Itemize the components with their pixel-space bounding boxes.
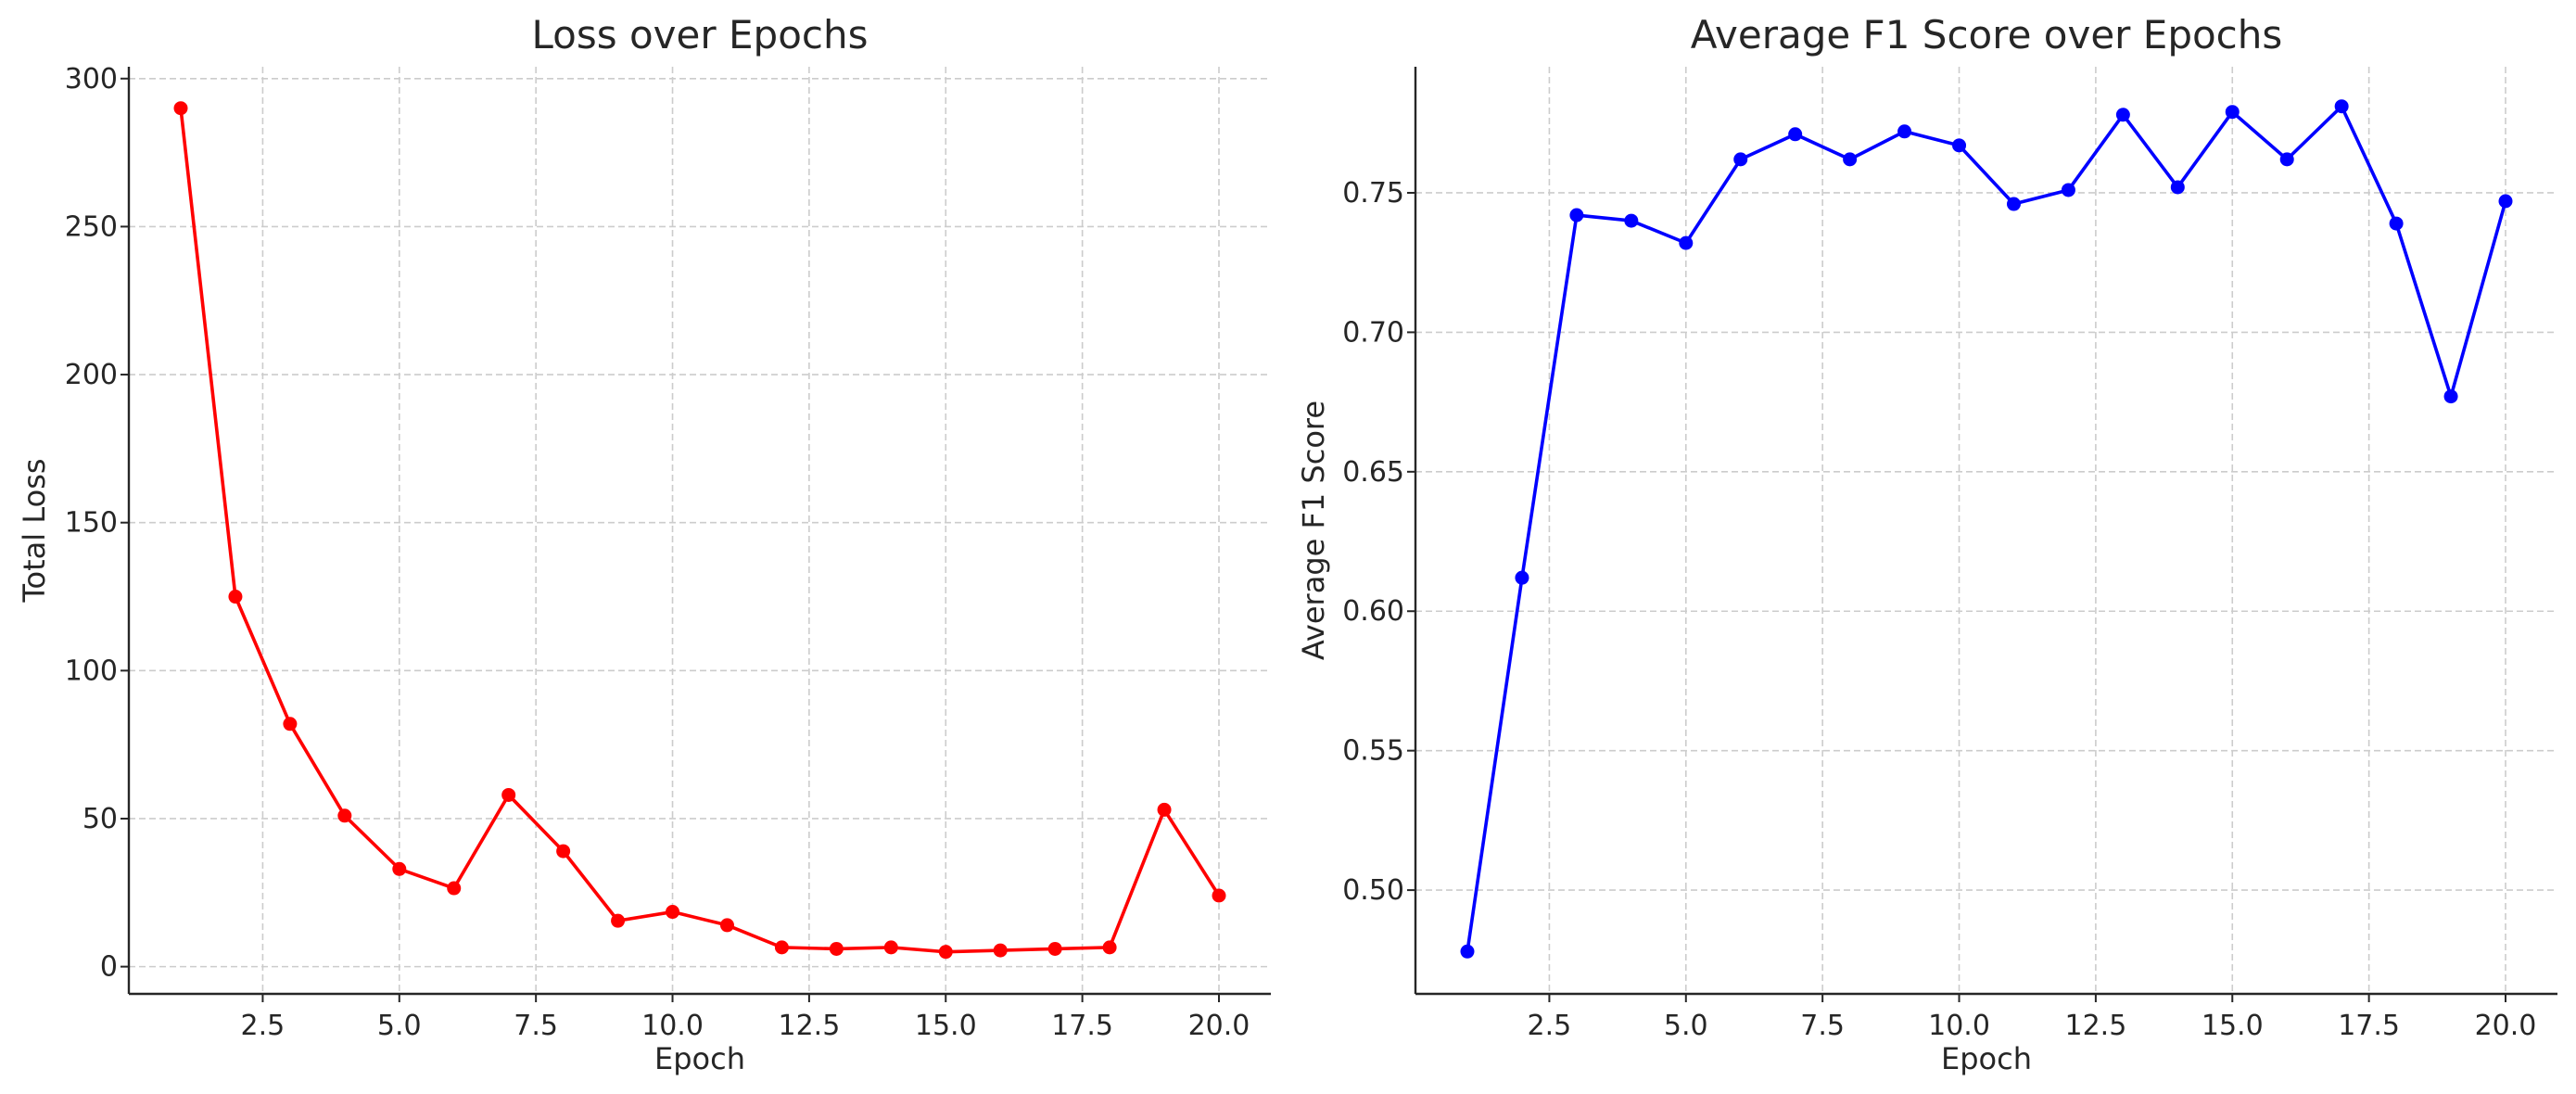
data-point (1679, 235, 1694, 250)
data-point (2225, 105, 2240, 120)
data-point (2279, 152, 2294, 167)
data-point (228, 590, 243, 604)
x-axis-label: Epoch (654, 1041, 745, 1076)
data-point (774, 940, 789, 955)
y-axis-label: Total Loss (17, 458, 52, 603)
y-tick-label: 300 (65, 63, 118, 95)
data-point (1460, 944, 1475, 959)
data-point (2170, 180, 2185, 195)
x-tick-label: 10.0 (1928, 1010, 1990, 1042)
data-point (993, 943, 1008, 958)
data-point (883, 940, 898, 955)
data-point (283, 717, 298, 731)
data-point (392, 861, 407, 876)
data-point (666, 905, 680, 920)
x-tick-label: 7.5 (514, 1010, 558, 1042)
data-point (337, 808, 352, 823)
grid (129, 67, 1271, 994)
chart-title: Average F1 Score over Epochs (1691, 12, 2283, 57)
x-tick-label: 5.0 (1664, 1010, 1708, 1042)
x-tick-label: 5.0 (377, 1010, 422, 1042)
y-axis-label: Average F1 Score (1296, 401, 1331, 660)
y-tick-label: 0.70 (1342, 316, 1404, 349)
chart-title: Loss over Epochs (532, 12, 869, 57)
series-line (1466, 104, 2507, 952)
data-point (1733, 152, 1748, 167)
x-axis-label: Epoch (1941, 1041, 2032, 1076)
data-point (1157, 802, 1172, 817)
data-point (2006, 197, 2021, 211)
data-point (829, 941, 844, 956)
y-tick-label: 0.60 (1342, 595, 1404, 628)
data-point (2115, 108, 2130, 122)
data-point (2334, 99, 2349, 114)
data-point (1843, 152, 1858, 167)
x-tick-label: 17.5 (2338, 1010, 2400, 1042)
data-point (1788, 127, 1803, 142)
y-tick-label: 0.75 (1342, 177, 1404, 210)
y-tick-label: 0.65 (1342, 456, 1404, 489)
y-tick-label: 100 (65, 655, 118, 687)
data-point (1047, 941, 1062, 956)
grid (1415, 67, 2557, 994)
data-point (2061, 183, 2075, 197)
data-point (447, 881, 462, 896)
y-tick-label: 250 (65, 210, 118, 243)
y-tick-label: 0.55 (1342, 735, 1404, 768)
data-point (719, 918, 734, 933)
x-tick-label: 2.5 (241, 1010, 286, 1042)
y-tick-label: 150 (65, 507, 118, 540)
chart-panel-2: 2.5 5.0 7.5 10.0 12.5 15.0 17.5 20.0 0.50 0.55 0.6… (1296, 12, 2557, 1076)
data-point (611, 913, 626, 928)
x-tick-label: 12.5 (778, 1010, 840, 1042)
data-point (1952, 138, 1967, 153)
y-tick-label: 50 (82, 803, 118, 835)
data-point (1624, 213, 1639, 228)
data-point (501, 787, 516, 802)
x-tick-label: 10.0 (641, 1010, 704, 1042)
data-point (1212, 888, 1226, 903)
x-tick-label: 2.5 (1528, 1010, 1572, 1042)
x-tick-label: 15.0 (2202, 1010, 2264, 1042)
x-tick-label: 20.0 (1188, 1010, 1250, 1042)
data-point (2498, 194, 2513, 209)
y-tick-label: 0.50 (1342, 874, 1404, 907)
x-tick-label: 7.5 (1800, 1010, 1845, 1042)
y-tick-label: 0 (100, 951, 118, 984)
data-point (1897, 124, 1912, 139)
data-point (2443, 389, 2458, 404)
x-tick-label: 15.0 (915, 1010, 977, 1042)
x-tick-label: 20.0 (2475, 1010, 2537, 1042)
data-point (1102, 940, 1117, 955)
data-point (556, 844, 571, 859)
series-line (179, 108, 1221, 954)
chart-panel-1: 2.5 5.0 7.5 10.0 12.5 15.0 17.5 20.0 0 50 100 150 20… (17, 12, 1271, 1076)
data-point (1569, 208, 1584, 223)
data-point (2389, 216, 2404, 231)
data-point (173, 101, 188, 116)
data-point (938, 945, 953, 960)
y-tick-label: 200 (65, 359, 118, 391)
data-point (1515, 570, 1529, 585)
x-tick-label: 17.5 (1051, 1010, 1113, 1042)
x-tick-label: 12.5 (2064, 1010, 2126, 1042)
